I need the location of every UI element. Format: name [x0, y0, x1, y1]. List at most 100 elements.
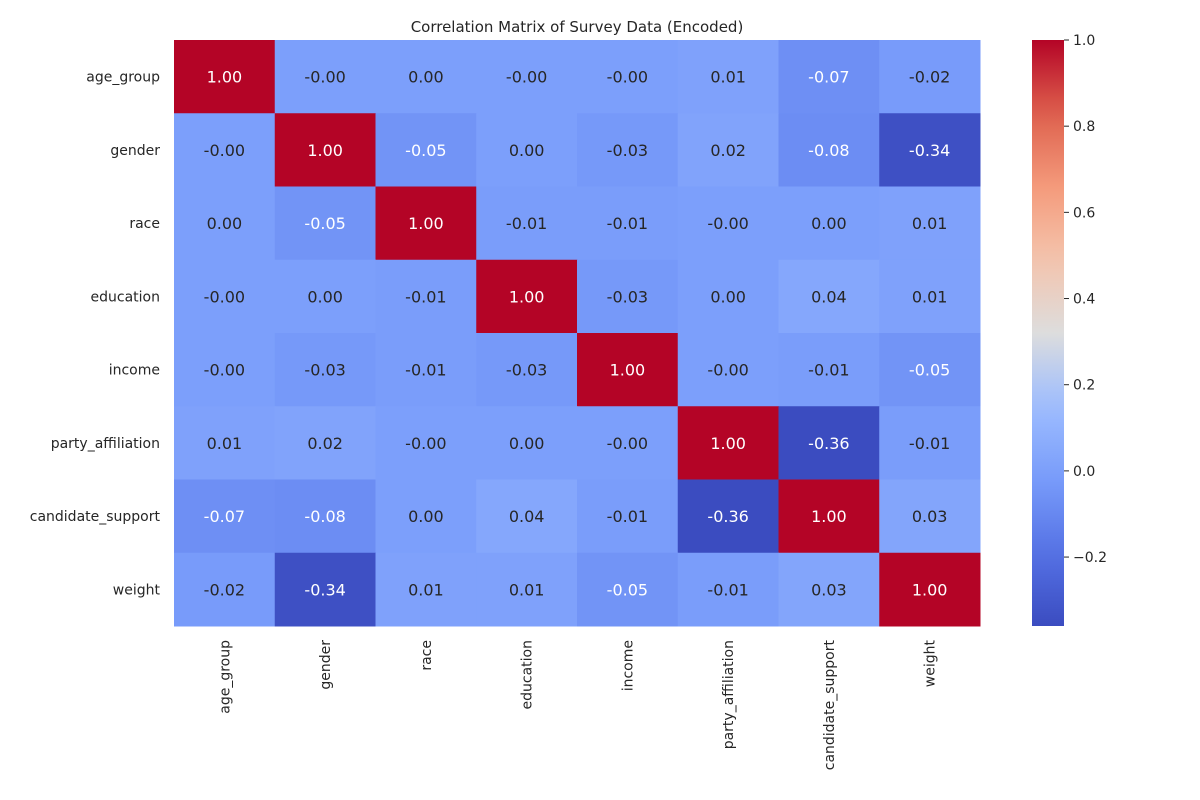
cell-value-label: -0.00 [607, 68, 648, 87]
heatmap-cell [879, 113, 981, 187]
heatmap-cell [274, 333, 376, 407]
heatmap-cell [677, 40, 779, 114]
cell-value-label: 1.00 [710, 434, 746, 453]
heatmap-cell [274, 406, 376, 480]
heatmap-cell [677, 186, 779, 261]
heatmap-cell [879, 552, 981, 627]
heatmap-cell [375, 40, 477, 114]
heatmap-cell [476, 406, 578, 480]
cell-value-label: 0.03 [811, 580, 847, 599]
chart-title: Correlation Matrix of Survey Data (Encod… [411, 18, 744, 36]
y-tick-label: race [129, 216, 160, 232]
heatmap-cell [476, 113, 578, 187]
heatmap-cell [476, 552, 578, 627]
cell-value-label: 1.00 [207, 68, 243, 87]
cell-value-label: -0.02 [204, 580, 245, 599]
cell-value-label: 0.00 [207, 214, 243, 233]
cell-value-label: 0.02 [710, 141, 746, 160]
cell-value-label: 0.01 [207, 434, 243, 453]
cell-value-label: 1.00 [307, 141, 343, 160]
cell-value-label: 1.00 [811, 507, 847, 526]
x-tick-label: income [620, 640, 636, 691]
cell-value-label: -0.05 [304, 214, 345, 233]
heatmap-cell [174, 333, 276, 407]
heatmap-cell [879, 40, 981, 114]
cell-value-label: -0.03 [607, 141, 648, 160]
heatmap-cell-labels: 1.00 -0.00 0.00 -0.00 -0.00 0.01 -0.07 -0.02 -0.… [204, 68, 951, 600]
cell-value-label: -0.00 [506, 68, 547, 87]
heatmap-cell [577, 259, 679, 334]
cell-value-label: 0.01 [912, 214, 948, 233]
heatmap-cell [879, 259, 981, 334]
cell-value-label: -0.01 [405, 361, 446, 380]
cell-value-label: 0.00 [408, 68, 444, 87]
heatmap-cell [476, 333, 578, 407]
cell-value-label: -0.08 [808, 141, 849, 160]
x-tick-label: race [419, 640, 435, 671]
cell-value-label: -0.00 [607, 434, 648, 453]
heatmap-cell [778, 40, 880, 114]
cell-value-label: -0.05 [909, 361, 950, 380]
heatmap-cell [677, 406, 779, 480]
heatmap-cell [174, 186, 276, 261]
heatmap-cell [174, 259, 276, 334]
cell-value-label: 0.00 [509, 141, 545, 160]
colorbar-tick-label: 0.6 [1073, 205, 1095, 221]
heatmap-cell [677, 333, 779, 407]
colorbar-tick-label: 0.8 [1073, 119, 1095, 135]
heatmap-cell [577, 113, 679, 187]
cell-value-label: -0.05 [405, 141, 446, 160]
y-tick-label: age_group [86, 70, 160, 86]
heatmap-cell [274, 186, 376, 261]
heatmap-cell [577, 186, 679, 261]
cell-value-label: 0.04 [811, 287, 847, 306]
cell-value-label: 1.00 [408, 214, 444, 233]
cell-value-label: 0.03 [912, 507, 948, 526]
x-tick-label: candidate_support [822, 639, 838, 770]
cell-value-label: -0.05 [607, 580, 648, 599]
cell-value-label: -0.00 [204, 141, 245, 160]
colorbar-tick-label: 0.2 [1073, 378, 1095, 394]
y-tick-label: weight [113, 582, 161, 598]
cell-value-label: -0.01 [909, 434, 950, 453]
cell-value-label: -0.01 [707, 580, 748, 599]
heatmap-cell [577, 552, 679, 627]
cell-value-label: -0.07 [204, 507, 245, 526]
cell-value-label: -0.01 [405, 287, 446, 306]
cell-value-label: 1.00 [509, 287, 545, 306]
heatmap-cell [778, 406, 880, 480]
heatmap-cell [879, 479, 981, 554]
heatmap-cell [476, 479, 578, 554]
heatmap-cell [174, 479, 276, 554]
heatmap-cell [577, 406, 679, 480]
heatmap-cell [174, 113, 276, 187]
cell-value-label: 0.01 [912, 287, 948, 306]
cell-value-label: -0.34 [909, 141, 950, 160]
colorbar: 1.0 0.8 0.6 0.4 0.2 0.0 −0.2 [1032, 33, 1107, 626]
heatmap-cell [778, 333, 880, 407]
cell-value-label: 1.00 [610, 361, 646, 380]
cell-value-label: 1.00 [912, 580, 948, 599]
heatmap-cell [476, 186, 578, 261]
cell-value-label: 0.02 [307, 434, 343, 453]
heatmap-cell [375, 406, 477, 480]
heatmap-cell [677, 552, 779, 627]
heatmap-cell [174, 40, 276, 114]
y-tick-label: gender [110, 143, 160, 159]
y-tick-label: candidate_support [30, 509, 161, 525]
cell-value-label: 0.01 [509, 580, 545, 599]
x-tick-label: party_affiliation [721, 640, 737, 749]
heatmap-cell [879, 186, 981, 261]
heatmap-cell [174, 552, 276, 627]
cell-value-label: -0.34 [304, 580, 345, 599]
x-axis-tick-labels: age_group gender race education income party_… [217, 639, 938, 770]
cell-value-label: 0.00 [710, 287, 746, 306]
cell-value-label: -0.03 [506, 361, 547, 380]
cell-value-label: -0.03 [304, 361, 345, 380]
heatmap-cell [274, 259, 376, 334]
cell-value-label: -0.00 [405, 434, 446, 453]
cell-value-label: -0.01 [506, 214, 547, 233]
heatmap-cell [778, 552, 880, 627]
